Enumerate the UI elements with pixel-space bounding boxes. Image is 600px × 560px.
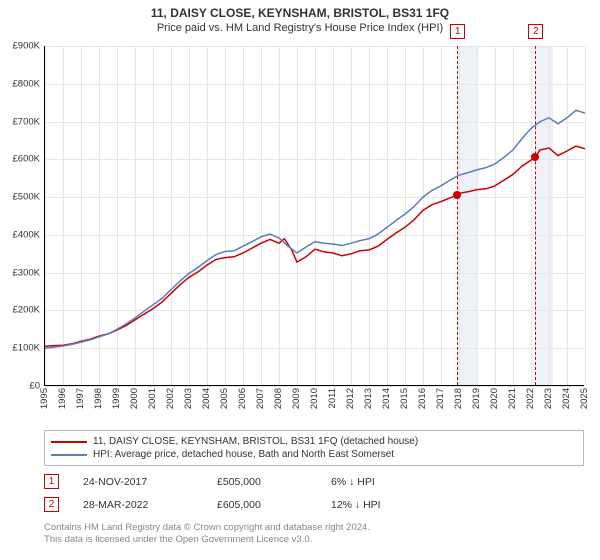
x-tick-label: 1998 (93, 388, 104, 409)
plot-area: 12 (44, 46, 584, 386)
transaction-row: 2 28-MAR-2022 £605,000 12% ↓ HPI (44, 493, 584, 516)
x-tick-label: 2008 (273, 388, 284, 409)
x-tick-label: 2006 (237, 388, 248, 409)
y-tick-label: £400K (13, 229, 40, 240)
x-tick-label: 2015 (399, 388, 410, 409)
x-tick-label: 2016 (417, 388, 428, 409)
transaction-price: £505,000 (217, 476, 307, 488)
transaction-entries: 1 24-NOV-2017 £505,000 6% ↓ HPI 2 28-MAR-2022… (44, 470, 584, 516)
transaction-marker: 1 (44, 474, 59, 489)
chart-subtitle: Price paid vs. HM Land Registry's House … (0, 20, 600, 38)
x-tick-label: 2003 (183, 388, 194, 409)
transaction-delta: 12% ↓ HPI (331, 499, 381, 511)
x-tick-label: 1996 (57, 388, 68, 409)
legend-row: HPI: Average price, detached house, Bath… (51, 448, 577, 461)
event-marker-label: 2 (528, 24, 543, 39)
x-tick-label: 2002 (165, 388, 176, 409)
event-marker-label: 1 (450, 24, 465, 39)
legend-row: 11, DAISY CLOSE, KEYNSHAM, BRISTOL, BS31… (51, 435, 577, 448)
transaction-date: 28-MAR-2022 (83, 499, 193, 511)
series-line-red (45, 146, 585, 346)
event-dot (453, 191, 461, 199)
transaction-price: £605,000 (217, 499, 307, 511)
legend-swatch (51, 441, 87, 443)
x-tick-label: 2024 (561, 388, 572, 409)
y-tick-label: £200K (13, 305, 40, 316)
x-tick-label: 2014 (381, 388, 392, 409)
x-tick-label: 2001 (147, 388, 158, 409)
x-tick-label: 2010 (309, 388, 320, 409)
x-tick-label: 1997 (75, 388, 86, 409)
x-tick-label: 2004 (201, 388, 212, 409)
y-tick-label: £600K (13, 154, 40, 165)
legend-label: 11, DAISY CLOSE, KEYNSHAM, BRISTOL, BS31… (93, 436, 418, 447)
event-dot (531, 153, 539, 161)
legend: 11, DAISY CLOSE, KEYNSHAM, BRISTOL, BS31… (44, 430, 584, 466)
legend-label: HPI: Average price, detached house, Bath… (93, 449, 394, 460)
x-tick-label: 2021 (507, 388, 518, 409)
legend-swatch (51, 454, 87, 456)
x-tick-label: 1999 (111, 388, 122, 409)
x-tick-label: 2012 (345, 388, 356, 409)
x-tick-label: 2011 (327, 388, 338, 408)
x-tick-label: 2013 (363, 388, 374, 409)
y-tick-label: £300K (13, 267, 40, 278)
x-tick-label: 2025 (579, 388, 590, 409)
y-tick-label: £700K (13, 116, 40, 127)
y-tick-label: £900K (13, 41, 40, 52)
footnotes: Contains HM Land Registry data © Crown c… (44, 522, 584, 547)
x-tick-label: 2023 (543, 388, 554, 409)
transaction-delta: 6% ↓ HPI (331, 476, 375, 488)
y-tick-label: £800K (13, 78, 40, 89)
x-tick-label: 2005 (219, 388, 230, 409)
transaction-row: 1 24-NOV-2017 £505,000 6% ↓ HPI (44, 470, 584, 493)
gridline (585, 46, 586, 385)
chart-title: 11, DAISY CLOSE, KEYNSHAM, BRISTOL, BS31… (0, 0, 600, 20)
x-tick-label: 2022 (525, 388, 536, 409)
footnote-line: This data is licensed under the Open Gov… (44, 534, 584, 546)
x-tick-label: 2007 (255, 388, 266, 409)
x-tick-label: 2019 (471, 388, 482, 409)
transaction-marker: 2 (44, 497, 59, 512)
x-tick-label: 2020 (489, 388, 500, 409)
x-tick-label: 2018 (453, 388, 464, 409)
y-tick-label: £100K (13, 343, 40, 354)
series-line-blue (45, 110, 585, 348)
y-tick-label: £500K (13, 192, 40, 203)
transaction-date: 24-NOV-2017 (83, 476, 193, 488)
gridline (45, 386, 584, 387)
series-svg (45, 46, 585, 386)
x-tick-label: 1995 (39, 388, 50, 409)
x-tick-label: 2009 (291, 388, 302, 409)
x-tick-label: 2000 (129, 388, 140, 409)
x-tick-label: 2017 (435, 388, 446, 409)
footnote-line: Contains HM Land Registry data © Crown c… (44, 522, 584, 534)
